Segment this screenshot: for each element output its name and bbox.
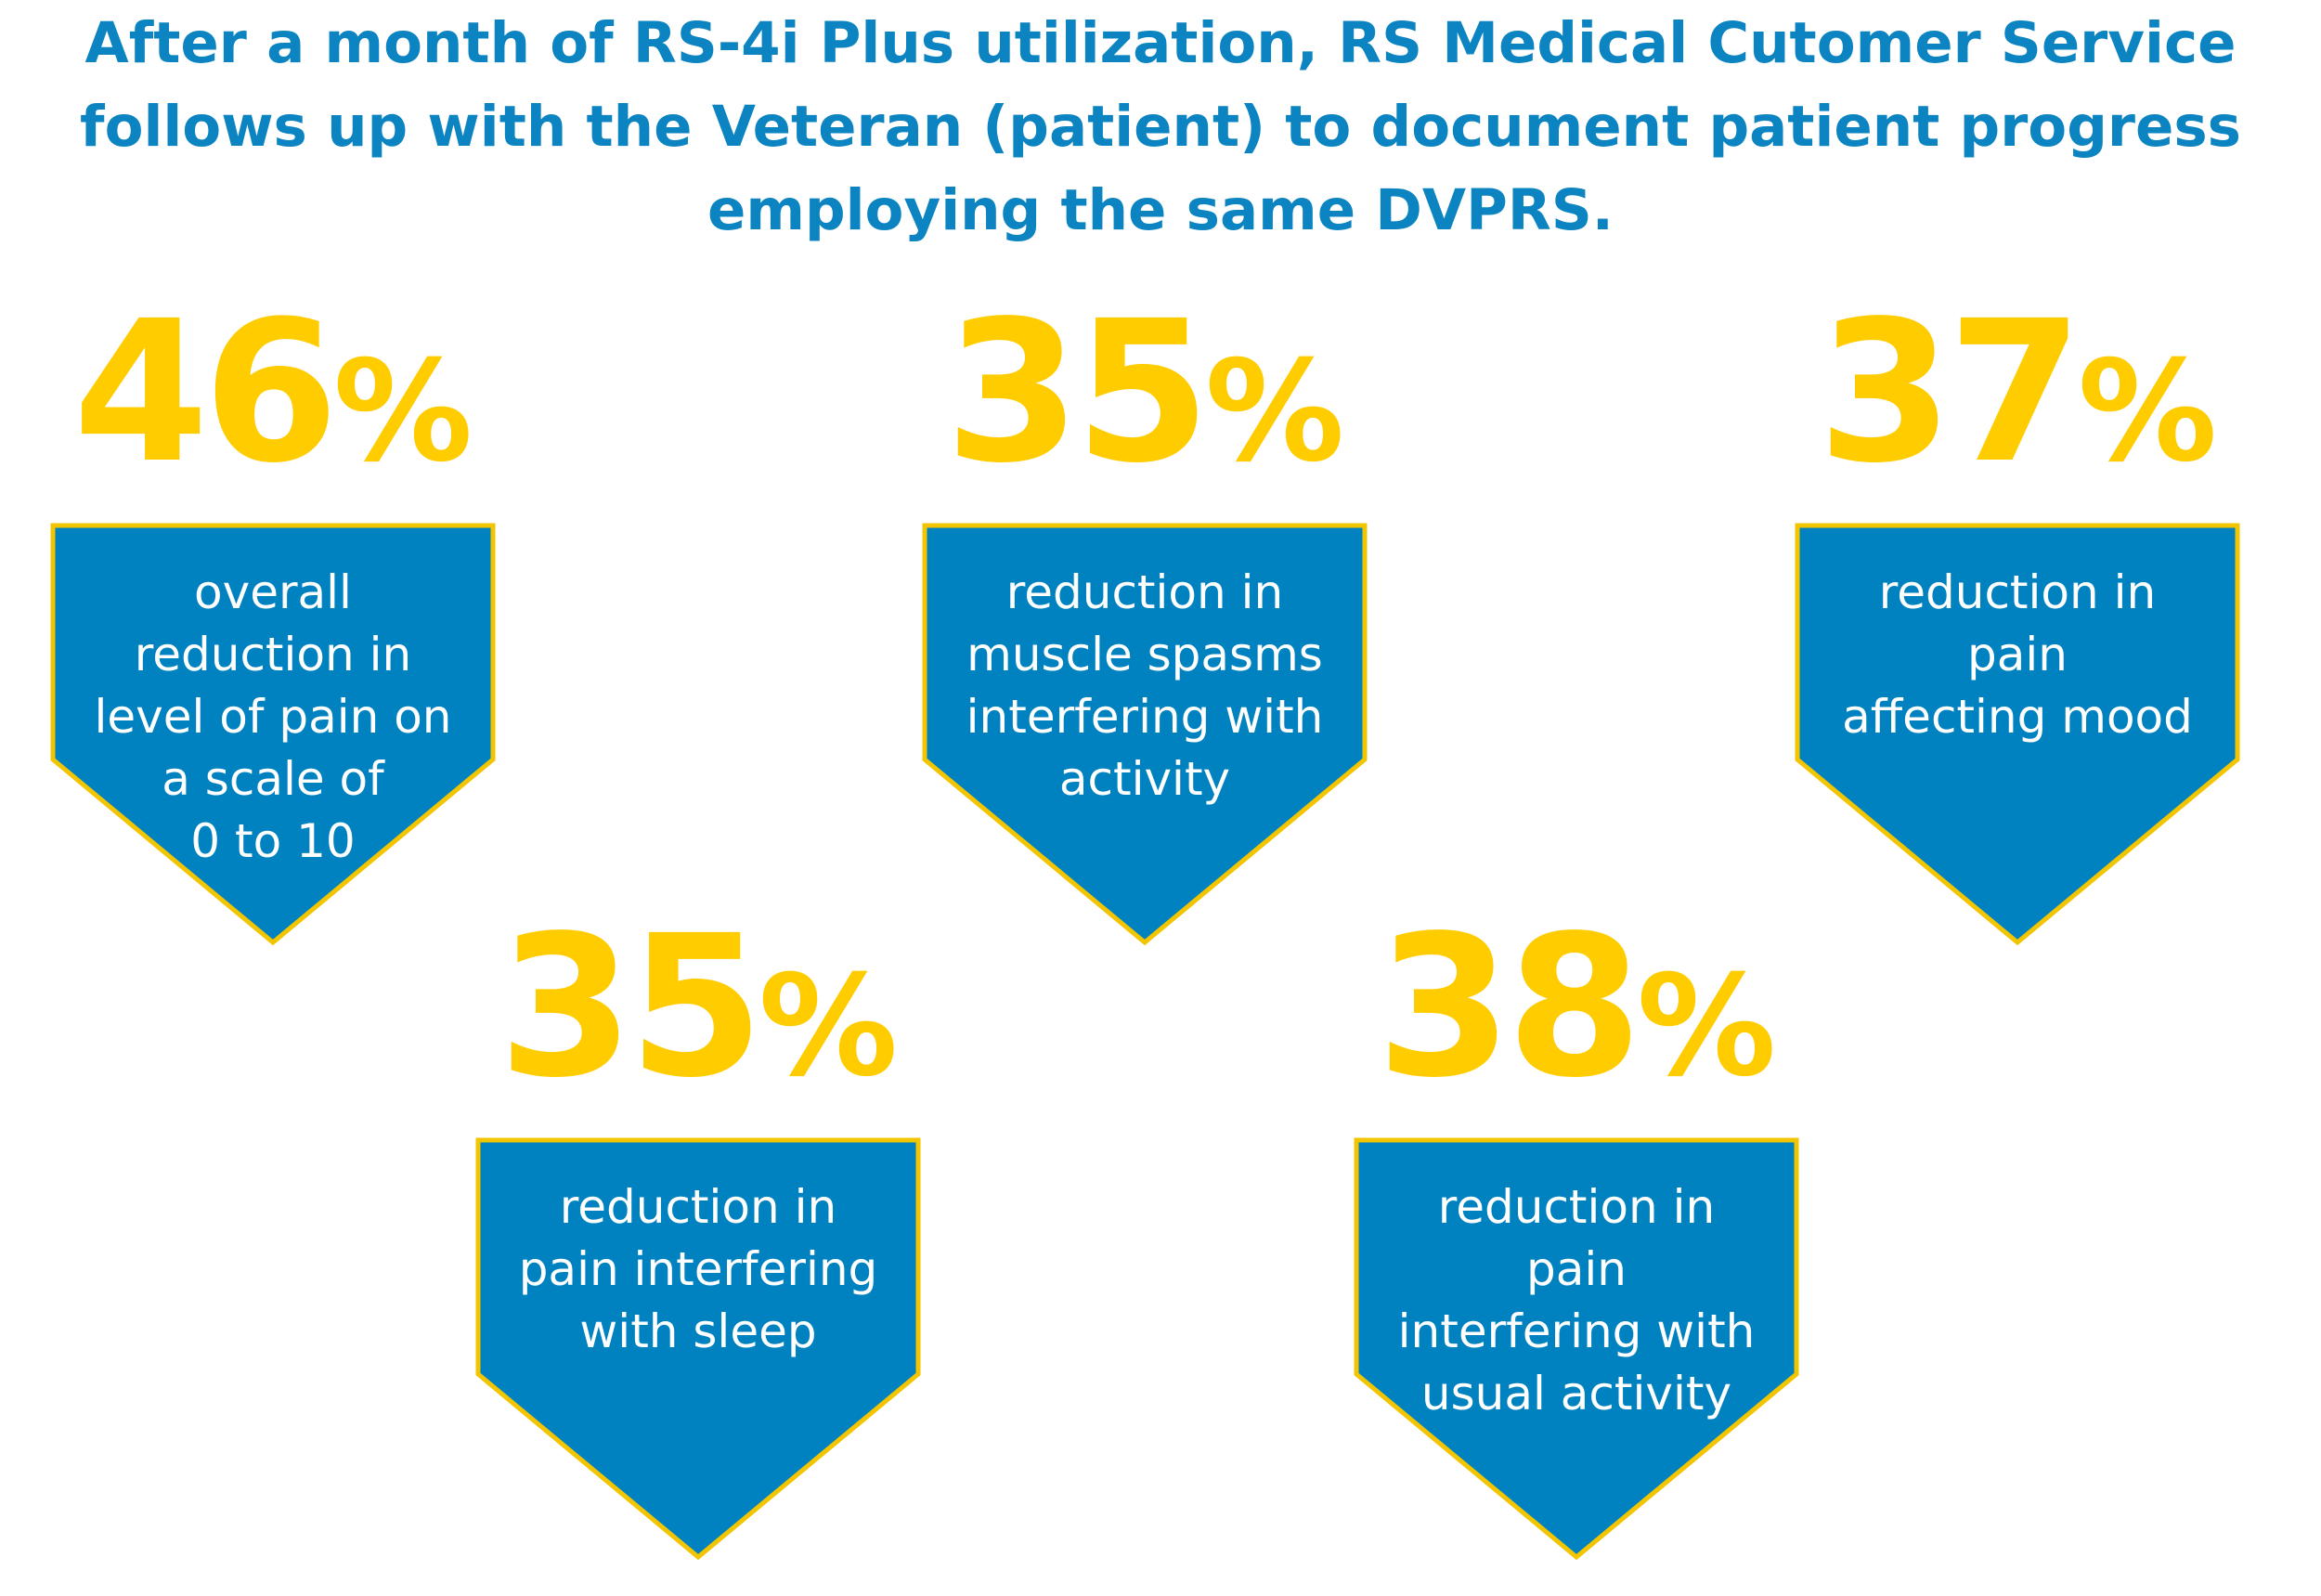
stat-label-line: 0 to 10 xyxy=(190,814,356,868)
stat-label-line: interfering with xyxy=(966,690,1324,744)
stat-percent: 38% xyxy=(1335,910,1818,1105)
chevron-badge-polygon xyxy=(922,523,1368,945)
chevron-badge: reduction in pain interfering with usual… xyxy=(1354,1137,1799,1560)
stat-label-line: activity xyxy=(1058,752,1231,806)
stat-percent: 35% xyxy=(457,910,940,1105)
chevron-badge-shape xyxy=(475,1137,921,1560)
chevron-badge-shape xyxy=(1354,1137,1799,1560)
stat-label-line: interfering with xyxy=(1397,1304,1756,1358)
stat-label-line: affecting mood xyxy=(1842,690,2193,744)
stat-label: reduction in pain interfering with sleep xyxy=(503,1176,893,1363)
chevron-badge: overall reduction in level of pain on a … xyxy=(50,523,496,945)
percent-sign: % xyxy=(332,331,473,493)
stat-label-line: with sleep xyxy=(579,1304,817,1358)
stat-label-line: reduction in xyxy=(134,628,412,681)
stat-label-line: reduction in xyxy=(559,1180,837,1234)
stat-label-line: reduction in pain xyxy=(1878,565,2157,681)
stat-label-line: pain interfering xyxy=(518,1242,878,1296)
stat-value: 37 xyxy=(1817,279,2083,506)
chevron-badge: reduction in pain interfering with sleep xyxy=(475,1137,921,1560)
percent-sign: % xyxy=(758,946,899,1108)
headline: After a month of RS-4i Plus utilization,… xyxy=(0,2,2321,253)
chevron-badge: reduction in pain affecting mood xyxy=(1795,523,2240,945)
percent-sign: % xyxy=(1204,331,1345,493)
stat-percent: 37% xyxy=(1776,295,2259,490)
chevron-badge-polygon xyxy=(50,523,496,945)
stat-value: 35 xyxy=(498,893,764,1121)
stat-percent: 46% xyxy=(32,295,514,490)
stat-label-line: level of pain on xyxy=(94,690,452,744)
headline-line-2: follows up with the Veteran (patient) to… xyxy=(80,94,2241,160)
chevron-badge-polygon xyxy=(1354,1137,1799,1560)
chevron-badge-shape xyxy=(50,523,496,945)
chevron-badge-shape xyxy=(1795,523,2240,945)
chevron-badge-polygon xyxy=(1795,523,2240,945)
stat-label-line: usual activity xyxy=(1420,1367,1732,1421)
stat-label-line: reduction in xyxy=(1005,565,1284,619)
chevron-badge-polygon xyxy=(475,1137,921,1560)
stat-percent: 35% xyxy=(903,295,1386,490)
stat-label-line: overall xyxy=(194,565,352,619)
stat-label: reduction in muscle spasms interfering w… xyxy=(950,562,1340,811)
headline-line-1: After a month of RS-4i Plus utilization,… xyxy=(84,10,2237,76)
stat-value: 38 xyxy=(1376,893,1642,1121)
percent-sign: % xyxy=(2077,331,2218,493)
headline-line-3: employing the same DVPRS. xyxy=(707,177,1614,243)
percent-sign: % xyxy=(1636,946,1777,1108)
stat-value: 35 xyxy=(944,279,1211,506)
chevron-badge-shape xyxy=(922,523,1368,945)
stat-label: reduction in pain interfering with usual… xyxy=(1381,1176,1771,1425)
stat-label: reduction in pain affecting mood xyxy=(1822,562,2212,748)
chevron-badge: reduction in muscle spasms interfering w… xyxy=(922,523,1368,945)
stat-label-line: reduction in pain xyxy=(1437,1180,1716,1296)
stat-label-line: muscle spasms xyxy=(966,628,1323,681)
stat-label: overall reduction in level of pain on a … xyxy=(78,562,468,873)
stat-label-line: a scale of xyxy=(162,752,384,806)
stat-value: 46 xyxy=(72,279,339,506)
